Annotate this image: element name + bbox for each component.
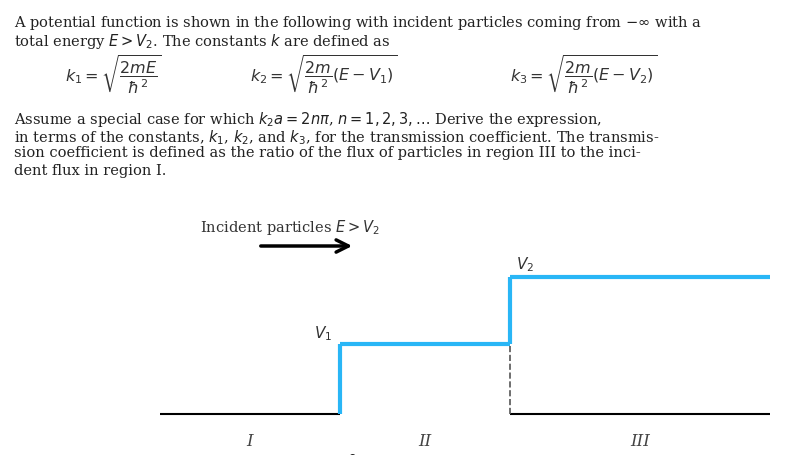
Text: $V_1$: $V_1$ bbox=[313, 324, 332, 342]
Text: $V_2$: $V_2$ bbox=[516, 255, 533, 273]
Text: I: I bbox=[247, 432, 253, 449]
Text: Incident particles $E > V_2$: Incident particles $E > V_2$ bbox=[200, 217, 380, 237]
Text: II: II bbox=[418, 432, 431, 449]
Text: sion coefficient is defined as the ratio of the flux of particles in region III : sion coefficient is defined as the ratio… bbox=[14, 146, 640, 160]
Text: $k_3 = \sqrt{\dfrac{2m}{\hbar^2}(E - V_2)}$: $k_3 = \sqrt{\dfrac{2m}{\hbar^2}(E - V_2… bbox=[509, 54, 656, 96]
Text: $x = a$: $x = a$ bbox=[491, 452, 528, 455]
Text: total energy $E>V_2$. The constants $k$ are defined as: total energy $E>V_2$. The constants $k$ … bbox=[14, 32, 390, 51]
Text: dent flux in region I.: dent flux in region I. bbox=[14, 164, 166, 177]
Text: Assume a special case for which $k_2 a = 2n\pi$, $n = 1, 2, 3, \ldots$ Derive th: Assume a special case for which $k_2 a =… bbox=[14, 110, 601, 129]
Text: $x = 0$: $x = 0$ bbox=[321, 452, 358, 455]
Text: $k_2 = \sqrt{\dfrac{2m}{\hbar^2}(E - V_1)}$: $k_2 = \sqrt{\dfrac{2m}{\hbar^2}(E - V_1… bbox=[250, 54, 397, 96]
Text: A potential function is shown in the following with incident particles coming fr: A potential function is shown in the fol… bbox=[14, 14, 701, 32]
Text: in terms of the constants, $k_1$, $k_2$, and $k_3$, for the transmission coeffic: in terms of the constants, $k_1$, $k_2$,… bbox=[14, 128, 658, 147]
Text: III: III bbox=[630, 432, 649, 449]
Text: $k_1 = \sqrt{\dfrac{2mE}{\hbar^2}}$: $k_1 = \sqrt{\dfrac{2mE}{\hbar^2}}$ bbox=[65, 54, 161, 96]
